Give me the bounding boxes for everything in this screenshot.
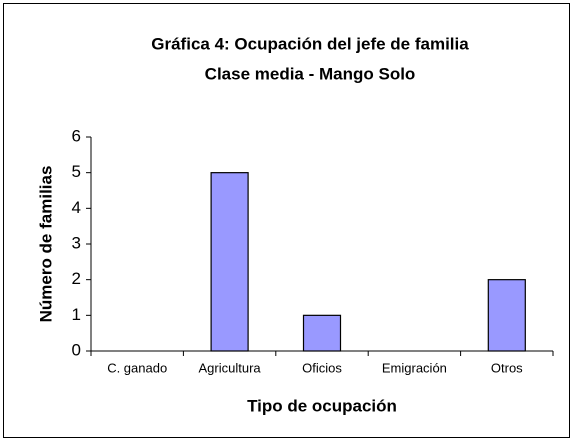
x-tick-label: Agricultura	[199, 360, 262, 375]
y-tick-label: 3	[72, 233, 81, 252]
bar	[210, 172, 249, 352]
y-tick-label: 1	[72, 305, 81, 324]
bar	[302, 314, 342, 352]
x-tick-label: Oficios	[302, 360, 342, 375]
y-axis-title: Número de familias	[36, 166, 55, 323]
y-tick-label: 5	[72, 162, 81, 181]
x-axis-title: Tipo de ocupación	[247, 396, 397, 415]
chart-frame	[3, 3, 570, 438]
y-tick-label: 4	[72, 198, 81, 217]
x-tick-label: Otros	[491, 360, 523, 375]
y-tick-label: 6	[72, 126, 81, 145]
chart-subtitle: Clase media - Mango Solo	[205, 64, 416, 83]
chart-title: Gráfica 4: Ocupación del jefe de familia	[151, 34, 469, 53]
bar	[487, 279, 526, 352]
y-tick-label: 2	[72, 269, 81, 288]
y-tick-label: 0	[72, 340, 81, 359]
x-tick-label: Emigración	[382, 360, 447, 375]
x-tick-label: C. ganado	[107, 360, 167, 375]
